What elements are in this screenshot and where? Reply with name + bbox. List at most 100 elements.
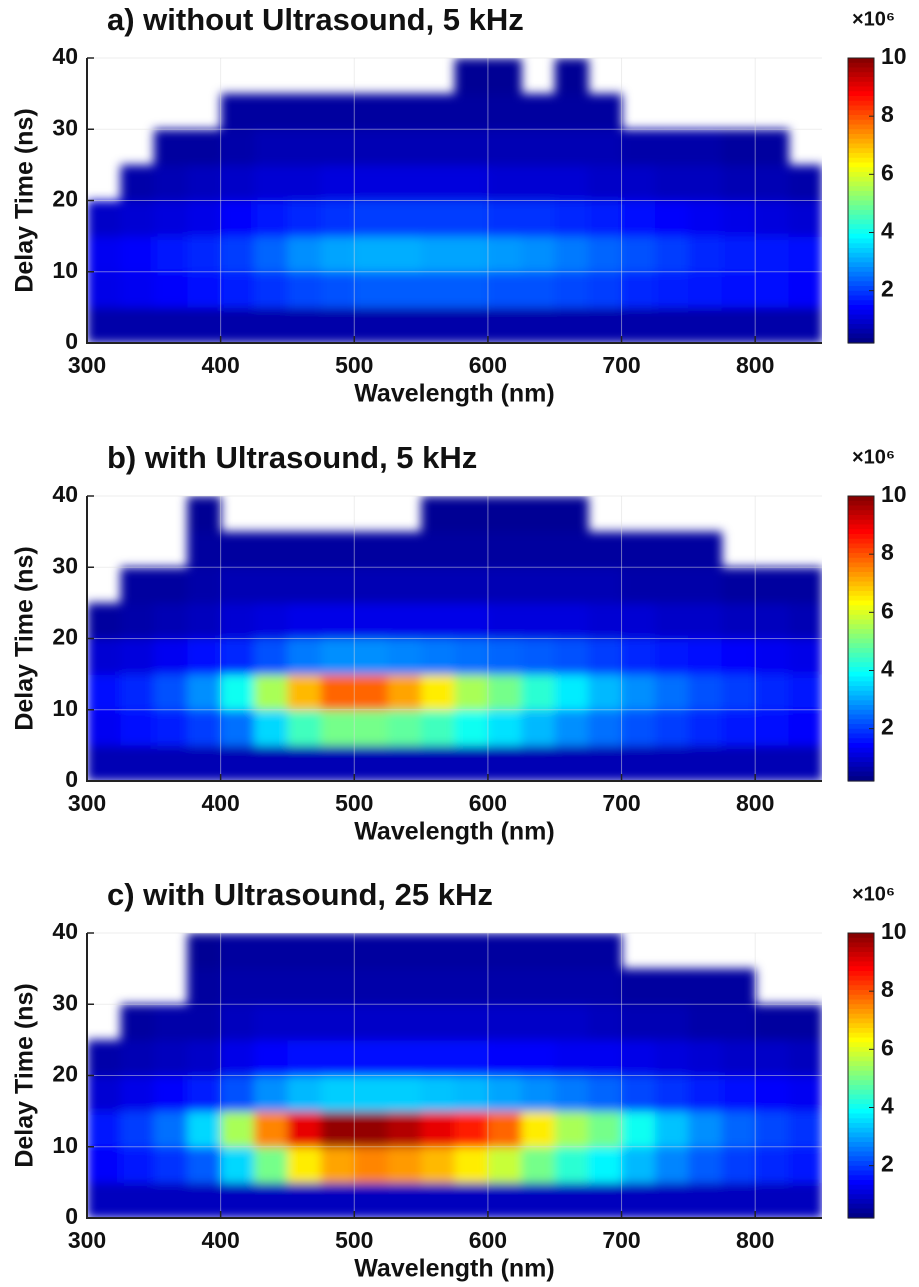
colorbar-swatch (848, 971, 874, 977)
colorbar-tick-label: 10 (881, 43, 907, 69)
heatmap-cell (287, 200, 322, 237)
colorbar-swatch (848, 110, 874, 116)
heatmap-cell (588, 200, 623, 237)
heatmap-cell (254, 1004, 288, 1041)
heatmap-cell (521, 1111, 556, 1148)
colorbar-swatch (848, 72, 874, 78)
panel-title: c) with Ultrasound, 25 kHz (107, 877, 493, 912)
heatmap-cell (354, 745, 389, 781)
colorbar-swatch (848, 1023, 874, 1029)
colorbar-swatch (848, 1165, 874, 1172)
colorbar-swatch (848, 67, 874, 73)
y-tick-label: 0 (65, 1203, 78, 1229)
heatmap-cell (654, 1075, 689, 1112)
y-tick-label: 20 (52, 1061, 78, 1087)
heatmap-cell (387, 531, 422, 568)
heatmap-cell (387, 129, 422, 166)
heatmap-cell (421, 307, 455, 343)
colorbar-swatch (848, 961, 874, 967)
heatmap-cell (588, 1111, 623, 1148)
heatmap-cell (654, 531, 689, 568)
heatmap-cell (287, 236, 322, 273)
heatmap-cell (487, 200, 522, 237)
colorbar-swatch (848, 219, 874, 225)
colorbar-label: ×10⁶ (852, 446, 895, 468)
heatmap-cell (153, 567, 188, 604)
heatmap-cell (554, 933, 589, 970)
colorbar-swatch (848, 1118, 874, 1124)
colorbar-swatch (848, 1199, 874, 1205)
colorbar-swatch (848, 276, 874, 282)
colorbar-swatch (848, 762, 874, 768)
y-tick-label: 20 (52, 186, 78, 212)
colorbar-swatch (848, 262, 874, 268)
heatmap-cell (487, 1039, 522, 1076)
heatmap-cell (554, 674, 589, 711)
x-tick-label: 500 (335, 1227, 373, 1253)
heatmap-cell (287, 129, 322, 166)
y-tick-label: 10 (52, 257, 78, 283)
heatmap (87, 58, 822, 343)
heatmap-cell (454, 164, 489, 201)
heatmap-cell (654, 968, 689, 1005)
heatmap-cell (487, 1004, 522, 1041)
heatmap-cell (788, 236, 822, 273)
heatmap-cell (287, 93, 322, 130)
colorbar-swatch (848, 942, 874, 948)
heatmap (87, 933, 822, 1218)
x-tick-label: 600 (469, 790, 507, 816)
heatmap-cell (320, 968, 355, 1005)
heatmap-cell (120, 602, 155, 639)
colorbar-tick-label: 10 (881, 918, 907, 944)
colorbar-swatch (848, 505, 874, 511)
heatmap-cell (654, 1146, 689, 1183)
heatmap-cell (521, 745, 556, 781)
heatmap-cell (187, 271, 222, 308)
heatmap-cell (621, 1146, 656, 1183)
y-tick-label: 40 (52, 918, 78, 944)
y-tick-label: 40 (52, 481, 78, 507)
colorbar-swatch (848, 77, 874, 83)
heatmap-cell (721, 236, 756, 273)
heatmap-cell (721, 638, 756, 675)
colorbar-swatch (848, 1208, 874, 1214)
colorbar-tick-label: 10 (881, 481, 907, 507)
heatmap-cell (487, 933, 522, 970)
heatmap-cell (621, 745, 656, 781)
heatmap-cell (354, 1182, 389, 1218)
y-tick-label: 40 (52, 43, 78, 69)
heatmap-cell (487, 271, 522, 308)
heatmap-cell (421, 200, 455, 237)
heatmap-cell (220, 745, 255, 781)
colorbar-swatch (848, 1047, 874, 1053)
heatmap-cell (788, 567, 822, 604)
colorbar-swatch (848, 1075, 874, 1081)
colorbar-swatch (848, 629, 874, 635)
heatmap-cell (220, 602, 255, 639)
heatmap-cell (554, 236, 589, 273)
heatmap-cell (254, 638, 288, 675)
colorbar-swatch (848, 496, 874, 502)
heatmap-cell (621, 200, 656, 237)
heatmap-cell (621, 638, 656, 675)
heatmap-cell (654, 674, 689, 711)
heatmap-cell (788, 1182, 822, 1218)
heatmap-cell (688, 1146, 723, 1183)
heatmap-cell (454, 1075, 489, 1112)
heatmap-cell (588, 968, 623, 1005)
heatmap-cell (588, 674, 623, 711)
heatmap-cell (588, 531, 623, 568)
colorbar-swatch (848, 600, 874, 606)
colorbar-swatch (848, 1089, 874, 1096)
heatmap-cell (354, 164, 389, 201)
heatmap-cell (588, 1039, 623, 1076)
heatmap-cell (554, 58, 589, 95)
heatmap-cell (688, 1075, 723, 1112)
colorbar-swatch (848, 186, 874, 192)
heatmap-cell (187, 236, 222, 273)
colorbar-swatch (848, 605, 874, 611)
heatmap-cell (287, 567, 322, 604)
colorbar-swatch (848, 1061, 874, 1067)
heatmap-cell (320, 1004, 355, 1041)
colorbar-swatch (848, 557, 874, 564)
